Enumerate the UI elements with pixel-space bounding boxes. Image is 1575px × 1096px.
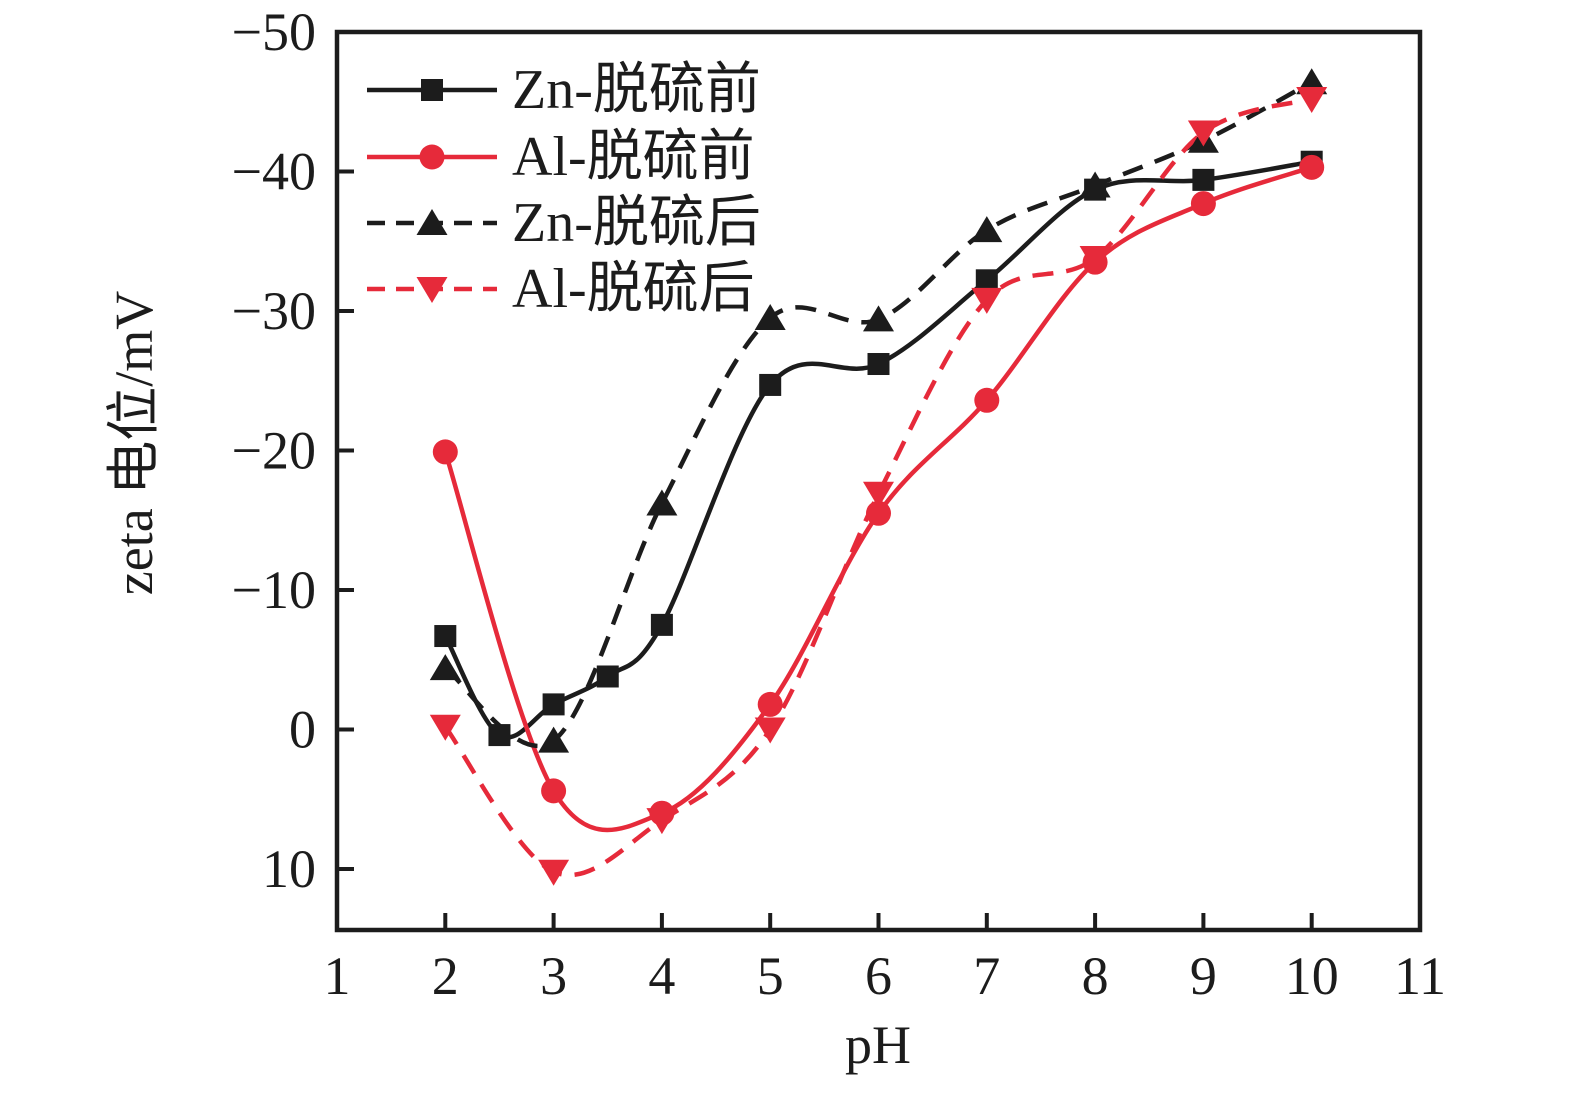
y-tick-label--50: −50 — [232, 2, 316, 62]
y-tick-label--30: −30 — [232, 281, 316, 341]
marker-zn-after-ph-3 — [538, 726, 570, 753]
marker-al-after-ph-2 — [429, 714, 461, 741]
marker-zn-before-ph-6 — [867, 353, 890, 376]
marker-zn-after-ph-4 — [646, 489, 678, 516]
marker-al-before-ph-6 — [866, 500, 891, 526]
marker-zn-after-ph-2 — [429, 654, 461, 681]
marker-zn-before-ph-3.5 — [596, 665, 619, 688]
x-axis-title: pH — [845, 1015, 911, 1075]
x-tick-label-4: 4 — [648, 946, 675, 1006]
x-tick-label-6: 6 — [865, 946, 892, 1006]
legend-label-al-after: Al-脱硫后 — [512, 258, 755, 320]
x-tick-label-3: 3 — [540, 946, 567, 1006]
x-tick-label-9: 9 — [1190, 946, 1217, 1006]
legend-item-al-before: Al-脱硫前 — [367, 126, 755, 188]
legend-marker-al-before — [419, 144, 445, 170]
marker-al-before-ph-7 — [974, 387, 1000, 413]
y-tick-label--40: −40 — [232, 142, 316, 202]
x-tick-label-5: 5 — [757, 946, 784, 1006]
marker-al-before-ph-9 — [1190, 191, 1216, 217]
x-tick-label-7: 7 — [973, 946, 1000, 1006]
y-tick-label-10: 10 — [262, 839, 316, 899]
marker-zn-after-ph-7 — [971, 216, 1003, 243]
legend-label-zn-before: Zn-脱硫前 — [512, 59, 761, 121]
marker-zn-after-ph-6 — [863, 305, 894, 332]
x-tick-label-10: 10 — [1285, 946, 1339, 1006]
marker-zn-before-ph-5 — [759, 373, 782, 396]
marker-al-before-ph-3 — [541, 778, 567, 804]
marker-al-after-ph-5 — [754, 717, 786, 744]
marker-al-after-ph-8 — [1079, 245, 1111, 272]
marker-al-after-ph-9 — [1187, 120, 1219, 147]
marker-zn-before-ph-4 — [650, 613, 673, 636]
marker-zn-after-ph-5 — [754, 303, 786, 330]
legend-item-al-after: Al-脱硫后 — [367, 258, 755, 320]
marker-al-after-ph-10 — [1296, 86, 1328, 113]
marker-zn-after-ph-8 — [1079, 171, 1111, 198]
legend-label-al-before: Al-脱硫前 — [512, 126, 755, 188]
y-tick-label-0: 0 — [289, 700, 316, 760]
marker-al-before-ph-5 — [757, 691, 783, 717]
legend-marker-zn-before — [421, 79, 443, 101]
marker-zn-before-ph-7 — [975, 269, 998, 292]
marker-zn-before-ph-2.5 — [488, 724, 511, 747]
x-tick-label-2: 2 — [432, 946, 459, 1006]
marker-zn-before-ph-2 — [434, 625, 457, 648]
plot-frame — [334, 29, 1423, 933]
marker-zn-before-ph-3 — [542, 693, 565, 716]
y-tick-label--20: −20 — [232, 421, 316, 481]
marker-al-after-ph-6 — [863, 481, 894, 508]
legend-item-zn-after: Zn-脱硫后 — [367, 192, 761, 254]
x-tick-label-1: 1 — [324, 946, 351, 1006]
series-line-zn-after — [443, 80, 1313, 749]
marker-al-after-ph-7 — [971, 287, 1003, 314]
legend-item-zn-before: Zn-脱硫前 — [367, 59, 761, 121]
legend-marker-zn-after — [416, 209, 448, 235]
legend-marker-al-after — [416, 277, 448, 303]
marker-al-after-ph-4 — [646, 808, 678, 835]
marker-zn-before-ph-9 — [1192, 168, 1215, 191]
y-axis-title: zeta 电位/mV — [104, 291, 164, 595]
legend-label-zn-after: Zn-脱硫后 — [512, 192, 761, 254]
x-tick-label-8: 8 — [1082, 946, 1109, 1006]
marker-al-before-ph-2 — [432, 439, 458, 465]
y-tick-label--10: −10 — [232, 560, 316, 620]
x-tick-label-11: 11 — [1394, 946, 1446, 1006]
marker-al-after-ph-3 — [538, 859, 570, 886]
marker-al-before-ph-10 — [1299, 154, 1325, 180]
